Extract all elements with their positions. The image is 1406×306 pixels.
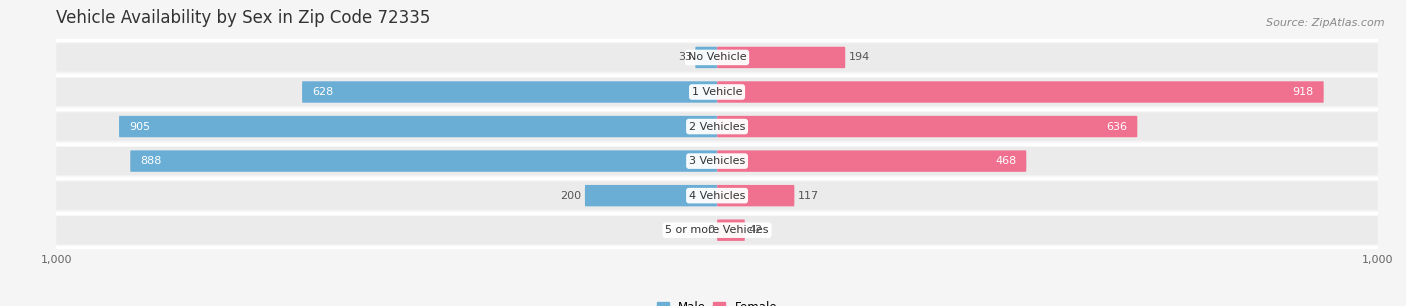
Text: 4 Vehicles: 4 Vehicles <box>689 191 745 201</box>
FancyBboxPatch shape <box>717 219 745 241</box>
Text: 33: 33 <box>678 52 692 62</box>
Text: 1 Vehicle: 1 Vehicle <box>692 87 742 97</box>
Text: 628: 628 <box>312 87 333 97</box>
Text: 905: 905 <box>129 121 150 132</box>
FancyBboxPatch shape <box>717 150 1026 172</box>
Text: 468: 468 <box>995 156 1017 166</box>
FancyBboxPatch shape <box>717 116 1137 137</box>
FancyBboxPatch shape <box>56 181 1378 210</box>
Text: 42: 42 <box>748 225 762 235</box>
FancyBboxPatch shape <box>585 185 717 206</box>
Text: 3 Vehicles: 3 Vehicles <box>689 156 745 166</box>
FancyBboxPatch shape <box>695 47 717 68</box>
Text: 5 or more Vehicles: 5 or more Vehicles <box>665 225 769 235</box>
FancyBboxPatch shape <box>302 81 717 103</box>
Text: 194: 194 <box>849 52 870 62</box>
FancyBboxPatch shape <box>120 116 717 137</box>
Text: 636: 636 <box>1107 121 1128 132</box>
Text: 117: 117 <box>797 191 818 201</box>
Text: Source: ZipAtlas.com: Source: ZipAtlas.com <box>1267 18 1385 28</box>
Text: No Vehicle: No Vehicle <box>688 52 747 62</box>
FancyBboxPatch shape <box>56 112 1378 141</box>
Text: 918: 918 <box>1292 87 1313 97</box>
Text: 0: 0 <box>707 225 714 235</box>
FancyBboxPatch shape <box>131 150 717 172</box>
FancyBboxPatch shape <box>56 147 1378 175</box>
FancyBboxPatch shape <box>56 78 1378 106</box>
Text: 200: 200 <box>561 191 582 201</box>
FancyBboxPatch shape <box>717 81 1323 103</box>
Legend: Male, Female: Male, Female <box>657 300 778 306</box>
FancyBboxPatch shape <box>717 185 794 206</box>
Text: 2 Vehicles: 2 Vehicles <box>689 121 745 132</box>
FancyBboxPatch shape <box>56 43 1378 72</box>
Text: Vehicle Availability by Sex in Zip Code 72335: Vehicle Availability by Sex in Zip Code … <box>56 9 430 27</box>
FancyBboxPatch shape <box>717 47 845 68</box>
FancyBboxPatch shape <box>56 216 1378 244</box>
Text: 888: 888 <box>141 156 162 166</box>
